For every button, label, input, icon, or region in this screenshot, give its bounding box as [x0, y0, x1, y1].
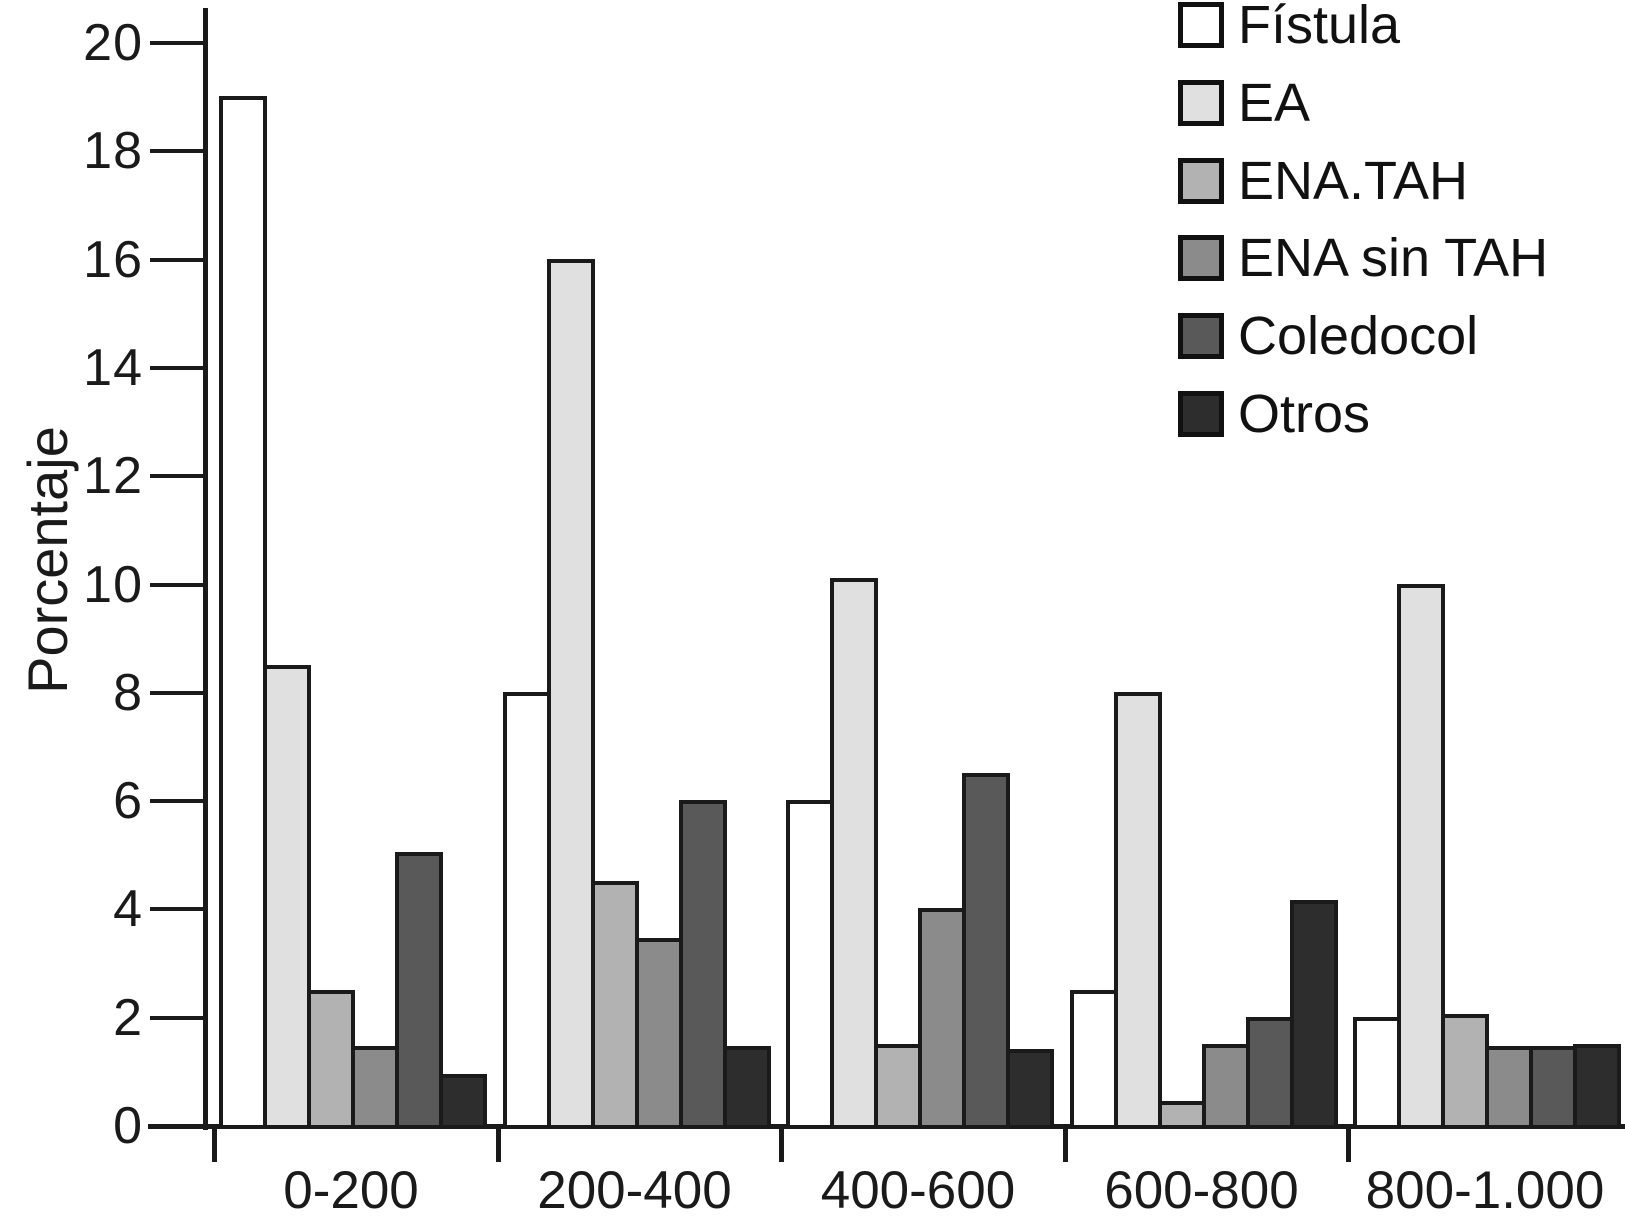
bar-ea-600-800: [1113, 691, 1162, 1129]
bar-otros-0-200: [439, 1073, 487, 1129]
y-tick-mark: [150, 690, 206, 695]
y-tick-label: 10: [83, 555, 143, 614]
legend-item: EA: [1178, 72, 1311, 133]
bar-ea-400-600: [830, 578, 878, 1129]
bar-f-stula-600-800: [1069, 989, 1118, 1129]
bar-otros-800-1.000: [1573, 1043, 1621, 1129]
bar-ea-800-1.000: [1397, 583, 1445, 1129]
legend-label: Fístula: [1238, 0, 1401, 55]
bar-ena-sin-tah-800-1.000: [1485, 1046, 1533, 1129]
legend-label: ENA.TAH: [1238, 150, 1469, 211]
bar-coledocol-800-1.000: [1529, 1046, 1577, 1129]
bar-ena-sin-tah-400-600: [918, 908, 966, 1129]
bar-coledocol-200-400: [678, 800, 727, 1129]
y-tick-label: 16: [83, 230, 143, 289]
x-tick-mark: [495, 1126, 501, 1162]
x-tick-label: 200-400: [537, 1161, 732, 1220]
x-tick-label: 800-1.000: [1365, 1161, 1605, 1220]
y-tick-label: 0: [113, 1097, 143, 1155]
legend-swatch-f-stula: [1178, 2, 1224, 48]
y-tick-mark: [150, 41, 206, 45]
y-tick-label: 20: [83, 14, 143, 72]
legend-label: Otros: [1238, 384, 1371, 444]
bar-ena-sin-tah-200-400: [634, 938, 683, 1129]
legend-swatch-ena-sin-tah: [1178, 235, 1224, 282]
x-tick-label: 600-800: [1104, 1161, 1299, 1220]
y-tick-label: 2: [113, 988, 143, 1047]
x-tick-mark: [1346, 1126, 1351, 1162]
legend-label: EA: [1238, 72, 1311, 133]
y-tick-mark: [150, 907, 206, 912]
bar-ena-tah-600-800: [1157, 1100, 1206, 1129]
y-axis: [203, 8, 208, 1130]
bar-coledocol-600-800: [1245, 1016, 1294, 1129]
y-tick-mark: [150, 149, 206, 154]
y-tick-label: 12: [83, 447, 143, 506]
y-tick-label: 14: [83, 338, 143, 397]
legend-swatch-ea: [1178, 79, 1224, 126]
y-tick-mark: [150, 257, 206, 262]
bar-f-stula-0-200: [219, 96, 267, 1129]
legend-swatch-otros: [1178, 391, 1224, 437]
legend-item: Fístula: [1178, 0, 1401, 55]
legend-label: ENA sin TAH: [1238, 228, 1549, 289]
bar-coledocol-0-200: [395, 851, 443, 1129]
y-tick-label: 8: [113, 663, 143, 722]
bar-otros-400-600: [1006, 1049, 1054, 1129]
legend-item: ENA sin TAH: [1178, 228, 1549, 289]
y-tick-mark: [150, 799, 206, 804]
y-tick-label: 6: [113, 772, 143, 831]
y-tick-label: 4: [113, 880, 143, 939]
y-tick-mark: [150, 1124, 206, 1128]
bar-ena-sin-tah-600-800: [1201, 1043, 1250, 1129]
y-tick-mark: [150, 474, 206, 479]
bar-f-stula-400-600: [786, 800, 834, 1129]
bar-ena-tah-0-200: [307, 989, 355, 1129]
legend-item: ENA.TAH: [1178, 150, 1469, 211]
y-tick-mark: [150, 582, 206, 587]
legend: Fístula EA ENA.TAH ENA sin TAH Coledocol Otro…: [1178, 0, 1625, 470]
bar-ena-tah-800-1.000: [1441, 1013, 1489, 1129]
legend-item: Coledocol: [1178, 306, 1479, 367]
bar-ena-tah-400-600: [874, 1043, 922, 1129]
bar-f-stula-800-1.000: [1353, 1016, 1401, 1129]
bar-otros-200-400: [722, 1046, 771, 1129]
bar-ena-tah-200-400: [590, 881, 639, 1129]
bar-ea-200-400: [546, 258, 595, 1129]
legend-swatch-coledocol: [1178, 313, 1224, 360]
y-tick-label: 18: [83, 122, 143, 181]
legend-swatch-ena-tah: [1178, 157, 1224, 204]
bar-otros-600-800: [1289, 900, 1338, 1129]
x-tick-mark: [212, 1126, 217, 1162]
x-tick-label: 0-200: [283, 1161, 419, 1220]
bar-ea-0-200: [263, 664, 311, 1129]
x-tick-mark: [1062, 1126, 1068, 1162]
x-tick-mark: [779, 1126, 784, 1162]
bar-coledocol-400-600: [962, 773, 1010, 1129]
legend-item: Otros: [1178, 384, 1371, 444]
bar-ena-sin-tah-0-200: [351, 1046, 399, 1129]
y-tick-mark: [150, 365, 206, 370]
bar-f-stula-200-400: [502, 691, 551, 1129]
x-tick-label: 400-600: [820, 1161, 1016, 1220]
y-tick-mark: [150, 1015, 206, 1020]
legend-label: Coledocol: [1238, 306, 1479, 367]
